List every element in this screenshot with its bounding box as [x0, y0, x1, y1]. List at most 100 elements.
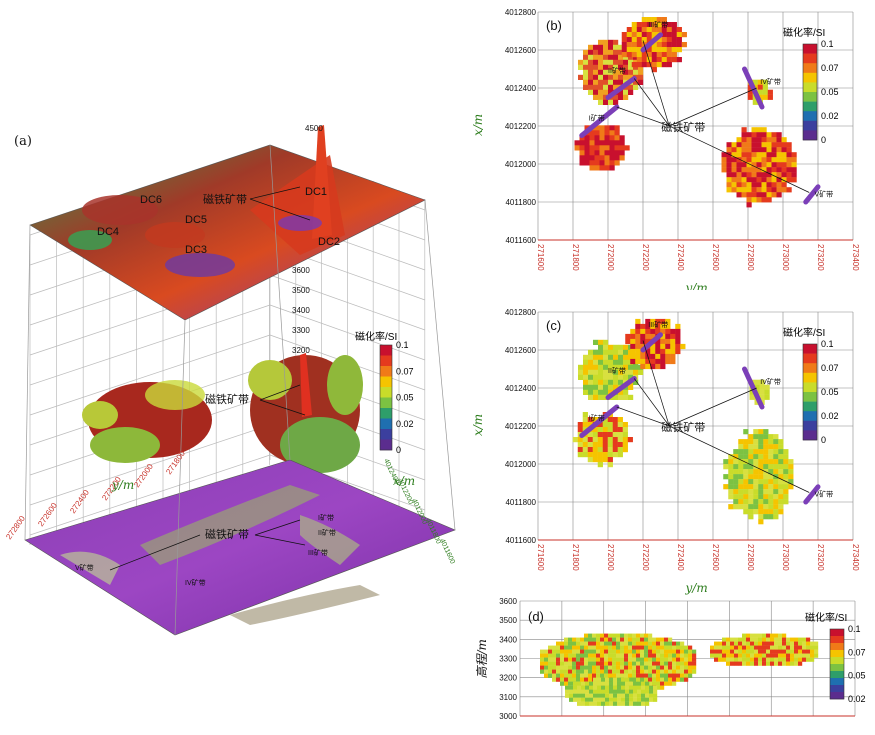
heatmap-cell: [651, 32, 657, 38]
heatmap-cell: [661, 17, 667, 23]
heatmap-cell: [778, 459, 784, 465]
section-cell: [762, 633, 767, 638]
section-cell: [596, 673, 601, 678]
heatmap-cell: [619, 145, 625, 151]
heatmap-cell: [741, 142, 747, 148]
section-cell: [568, 681, 573, 686]
section-cell: [581, 701, 586, 706]
heatmap-cell: [589, 150, 595, 156]
section-cell: [632, 653, 637, 658]
heatmap-cell: [650, 363, 656, 370]
heatmap-cell: [633, 364, 639, 370]
heatmap-cell: [758, 449, 764, 455]
section-cell: [652, 673, 657, 678]
heatmap-cell: [778, 444, 784, 450]
heatmap-cell: [636, 42, 642, 48]
heatmap-cell: [762, 79, 768, 85]
section-cell: [588, 653, 593, 658]
section-cell: [560, 665, 565, 670]
heatmap-cell: [631, 32, 637, 38]
section-cell: [589, 681, 594, 686]
heatmap-cell: [661, 32, 667, 38]
heatmap-cell: [771, 167, 777, 173]
heatmap-cell: [583, 374, 589, 380]
section-cell: [609, 701, 614, 706]
heatmap-cell: [622, 422, 628, 428]
heatmap-cell: [603, 74, 609, 80]
section-cell: [600, 657, 605, 662]
heatmap-cell: [763, 499, 769, 505]
section-cell: [604, 665, 609, 670]
heatmap-cell: [613, 364, 619, 370]
section-cell: [794, 653, 799, 658]
section-cell: [672, 649, 677, 654]
heatmap-cell: [641, 62, 647, 68]
belt-name: II矿带: [608, 366, 626, 375]
heatmap-cell: [768, 449, 774, 455]
a-belt-label-top: 磁铁矿带: [203, 193, 247, 206]
heatmap-cell: [746, 192, 752, 198]
section-cell: [636, 637, 641, 642]
heatmap-cell: [614, 125, 620, 131]
section-cell: [572, 669, 577, 674]
section-cell: [585, 685, 590, 690]
x-tick-label: 272400: [676, 544, 685, 571]
section-cell: [802, 653, 807, 658]
colorbar-title: 磁化率/SI: [355, 330, 397, 343]
section-cell: [802, 645, 807, 650]
heatmap-cell: [671, 22, 677, 28]
section-cell: [540, 653, 545, 658]
section-cell: [652, 641, 657, 646]
section-cell: [625, 685, 630, 690]
section-cell: [664, 665, 669, 670]
leader-line: [669, 125, 810, 193]
section-cell: [648, 641, 653, 646]
section-cell: [802, 649, 807, 654]
section-cell: [688, 645, 693, 650]
section-cell: [613, 681, 618, 686]
section-cell: [722, 657, 727, 662]
heatmap-cell: [676, 37, 682, 43]
heatmap-cell: [626, 42, 632, 48]
section-cell: [641, 681, 646, 686]
heatmap-cell: [781, 162, 787, 168]
section-cell: [628, 665, 633, 670]
heatmap-cell: [736, 187, 742, 193]
heatmap-cell: [617, 427, 623, 433]
heatmap-cell: [612, 437, 618, 443]
heatmap-cell: [756, 182, 762, 188]
heatmap-cell: [593, 339, 599, 345]
section-cell: [584, 641, 589, 646]
heatmap-cell: [607, 452, 613, 458]
heatmap-cell: [761, 157, 767, 163]
section-cell: [722, 649, 727, 654]
heatmap-cell: [761, 197, 767, 203]
heatmap-cell: [768, 479, 774, 485]
heatmap-cell: [630, 343, 636, 350]
heatmap-cell: [607, 457, 613, 463]
section-cell: [632, 645, 637, 650]
colorbar-segment: [830, 671, 844, 679]
heatmap-cell: [759, 394, 765, 400]
section-cell: [664, 649, 669, 654]
heatmap-cell: [733, 459, 739, 465]
heatmap-cell: [633, 79, 639, 85]
section-cell: [656, 661, 661, 666]
heatmap-cell: [640, 338, 646, 345]
y-tick-label: 4012800: [505, 8, 537, 17]
section-cell: [648, 657, 653, 662]
x-tick-label: 272600: [711, 244, 720, 271]
heatmap-cell: [741, 132, 747, 138]
panel-label: (c): [546, 318, 561, 333]
heatmap-cell: [613, 54, 619, 60]
heatmap-cell: [640, 363, 646, 370]
heatmap-cell: [746, 172, 752, 178]
section-cell: [762, 657, 767, 662]
heatmap-cell: [665, 353, 671, 360]
section-cell: [656, 637, 661, 642]
section-cell: [746, 657, 751, 662]
section-cell: [585, 693, 590, 698]
section-cell: [588, 633, 593, 638]
heatmap-cell: [579, 150, 585, 156]
heatmap-cell: [603, 374, 609, 380]
